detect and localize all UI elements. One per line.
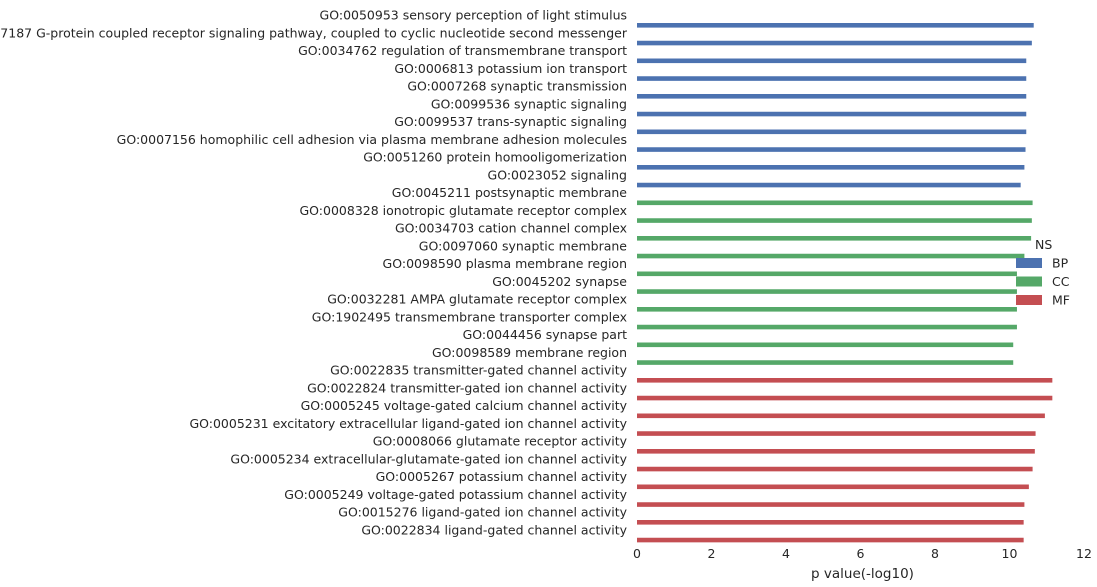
category-label: GO:0051260 protein homooligomerization bbox=[363, 150, 627, 165]
bar-bp bbox=[637, 147, 1026, 152]
legend-swatch-cc bbox=[1016, 276, 1042, 287]
x-tick-label: 10 bbox=[1002, 546, 1018, 561]
category-label: GO:0097060 synaptic membrane bbox=[419, 238, 628, 253]
bar-bp bbox=[637, 94, 1027, 99]
bar-bp bbox=[637, 182, 1021, 188]
category-label: GO:0006813 potassium ion transport bbox=[394, 61, 627, 76]
category-label: GO:0005234 extracellular-glutamate-gated… bbox=[230, 451, 627, 466]
category-label: GO:0022835 transmitter-gated channel act… bbox=[330, 363, 627, 378]
category-label: GO:0005267 potassium channel activity bbox=[376, 469, 628, 484]
category-label: GO:0022824 transmitter-gated ion channel… bbox=[307, 380, 628, 395]
bar-mf bbox=[637, 378, 1053, 383]
category-label: GO:0007187 G-protein coupled receptor si… bbox=[0, 25, 628, 40]
category-label: GO:0098590 plasma membrane region bbox=[383, 256, 627, 271]
bar-bp bbox=[637, 111, 1027, 117]
bar-cc bbox=[637, 218, 1032, 223]
bar-cc bbox=[637, 360, 1014, 365]
category-label: GO:0099536 synaptic signaling bbox=[431, 96, 627, 111]
category-label: GO:0022834 ligand-gated channel activity bbox=[361, 522, 627, 537]
bar-bp bbox=[637, 129, 1027, 135]
bar-bp bbox=[637, 58, 1027, 64]
category-label: GO:0099537 trans-synaptic signaling bbox=[394, 114, 627, 129]
legend-label-mf: MF bbox=[1052, 293, 1070, 308]
x-tick-label: 12 bbox=[1076, 546, 1092, 561]
category-label: GO:0008328 ionotropic glutamate receptor… bbox=[300, 203, 628, 218]
category-label: GO:0032281 AMPA glutamate receptor compl… bbox=[327, 292, 627, 307]
bar-bp bbox=[637, 76, 1027, 81]
legend-title: NS bbox=[1035, 237, 1052, 252]
category-label: GO:0044456 synapse part bbox=[463, 327, 627, 342]
category-label: GO:1902495 transmembrane transporter com… bbox=[312, 309, 627, 324]
x-tick-label: 2 bbox=[708, 546, 716, 561]
x-tick-label: 6 bbox=[857, 546, 865, 561]
category-label: GO:0005249 voltage-gated potassium chann… bbox=[284, 487, 627, 502]
category-label: GO:0034703 cation channel complex bbox=[395, 221, 627, 236]
bar-mf bbox=[637, 449, 1035, 454]
x-axis-label: p value(-log10) bbox=[811, 566, 914, 582]
bar-cc bbox=[637, 236, 1032, 241]
category-label: GO:0045202 synapse bbox=[492, 274, 627, 289]
x-axis-ticks-group: 0 2 4 6 8 10 12 bbox=[633, 546, 1092, 561]
category-label: GO:0034762 regulation of transmembrane t… bbox=[298, 43, 627, 58]
category-label: GO:0007268 synaptic transmission bbox=[407, 79, 627, 94]
bar-mf bbox=[637, 466, 1033, 472]
bar-cc bbox=[637, 307, 1017, 312]
bar-cc bbox=[637, 200, 1033, 206]
x-tick-label: 4 bbox=[782, 546, 790, 561]
bar-cc bbox=[637, 253, 1025, 259]
bar-bp bbox=[637, 165, 1025, 170]
bar-cc bbox=[637, 342, 1014, 348]
legend-swatch-mf bbox=[1016, 295, 1042, 305]
category-label: GO:0005231 excitatory extracellular liga… bbox=[189, 416, 627, 431]
bar-mf bbox=[637, 395, 1053, 401]
category-label: GO:0005245 voltage-gated calcium channel… bbox=[301, 398, 628, 413]
bar-mf bbox=[637, 520, 1024, 525]
bar-mf bbox=[637, 413, 1045, 419]
category-label: GO:0045211 postsynaptic membrane bbox=[392, 185, 628, 200]
x-tick-label: 8 bbox=[931, 546, 939, 561]
legend: NS BP CC MF bbox=[1016, 237, 1070, 308]
category-label: GO:0050953 sensory perception of light s… bbox=[320, 8, 627, 23]
legend-label-bp: BP bbox=[1052, 256, 1069, 271]
bar-mf bbox=[637, 502, 1025, 507]
category-labels-group: GO:0050953 sensory perception of light s… bbox=[0, 8, 628, 538]
bar-mf bbox=[637, 431, 1036, 436]
bar-cc bbox=[637, 324, 1017, 330]
category-label: GO:0023052 signaling bbox=[488, 167, 627, 182]
bar-cc bbox=[637, 289, 1017, 294]
category-label: GO:0007156 homophilic cell adhesion via … bbox=[117, 132, 627, 147]
bar-mf bbox=[637, 484, 1029, 490]
legend-label-cc: CC bbox=[1052, 274, 1070, 289]
category-label: GO:0008066 glutamate receptor activity bbox=[373, 434, 628, 449]
legend-swatch-bp bbox=[1016, 258, 1042, 268]
bar-cc bbox=[637, 271, 1017, 277]
category-label: GO:0015276 ligand-gated ion channel acti… bbox=[338, 505, 627, 520]
bar-mf bbox=[637, 537, 1024, 543]
category-label: GO:0098589 membrane region bbox=[432, 345, 627, 360]
bar-bp bbox=[637, 40, 1032, 46]
bar-bp bbox=[637, 23, 1034, 28]
bars-group bbox=[637, 23, 1053, 543]
x-tick-label: 0 bbox=[633, 546, 641, 561]
